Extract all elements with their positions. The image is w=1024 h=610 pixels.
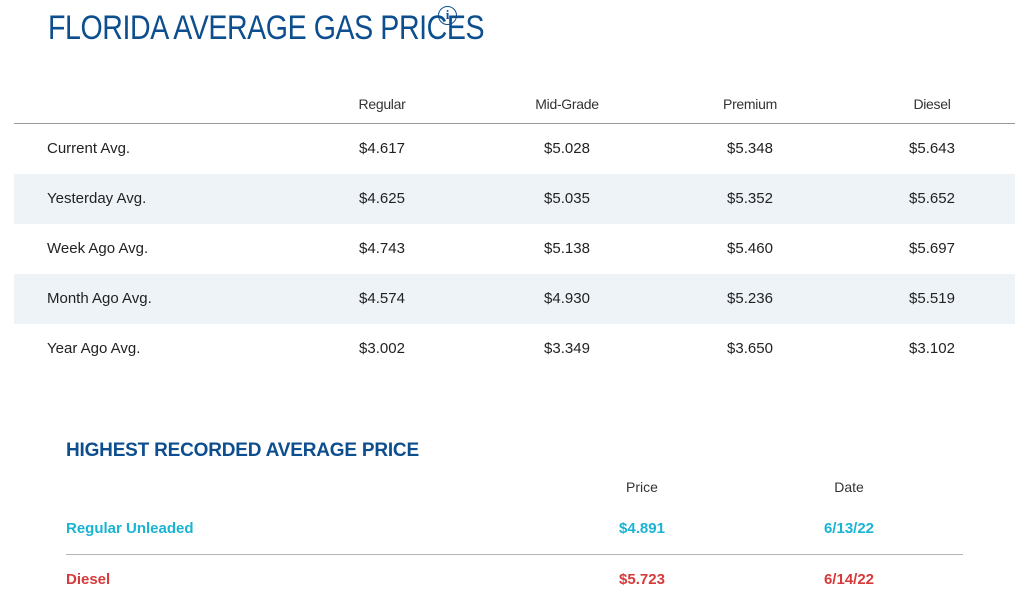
table-row: Yesterday Avg. $4.625 $5.035 $5.352 $5.6… [14,174,1015,224]
row-label: Year Ago Avg. [47,340,141,357]
page-title: FLORIDA AVERAGE GAS PRICES [48,9,485,47]
price-premium: $5.348 [727,140,773,157]
table-row: Current Avg. $4.617 $5.028 $5.348 $5.643 [14,124,1015,174]
table-header: Regular Mid-Grade Premium Diesel [14,84,1015,124]
column-header-premium: Premium [723,96,777,112]
average-prices-table: Regular Mid-Grade Premium Diesel Current… [14,84,1015,374]
price-mid-grade: $5.138 [544,240,590,257]
row-label: Week Ago Avg. [47,240,149,257]
fuel-label-diesel: Diesel [66,571,111,588]
price-mid-grade: $4.930 [544,290,590,307]
column-header-regular: Regular [358,96,406,112]
table-header: Price Date [66,470,963,504]
highest-recorded-title: HIGHEST RECORDED AVERAGE PRICE [66,440,419,461]
price-regular: $3.002 [359,340,405,357]
price-diesel: $5.519 [909,290,955,307]
table-row: Year Ago Avg. $3.002 $3.349 $3.650 $3.10… [14,324,1015,374]
price-diesel: $5.643 [909,140,955,157]
column-header-price: Price [626,479,658,495]
table-row: Regular Unleaded $4.891 6/13/22 [66,504,963,555]
fuel-label-regular-unleaded: Regular Unleaded [66,520,194,537]
record-date: 6/13/22 [823,520,875,537]
table-row: Week Ago Avg. $4.743 $5.138 $5.460 $5.69… [14,224,1015,274]
record-price: $4.891 [619,520,665,537]
record-date: 6/14/22 [823,571,875,588]
price-diesel: $5.697 [909,240,955,257]
price-regular: $4.743 [359,240,405,257]
table-row: Diesel $5.723 6/14/22 [66,555,963,605]
price-regular: $4.574 [359,290,405,307]
price-diesel: $5.652 [909,190,955,207]
record-price: $5.723 [619,571,665,588]
price-regular: $4.625 [359,190,405,207]
highest-recorded-table: Price Date Regular Unleaded $4.891 6/13/… [66,470,963,605]
column-header-mid-grade: Mid-Grade [535,96,599,112]
price-premium: $5.236 [727,290,773,307]
price-mid-grade: $5.028 [544,140,590,157]
price-mid-grade: $5.035 [544,190,590,207]
table-row: Month Ago Avg. $4.574 $4.930 $5.236 $5.5… [14,274,1015,324]
price-regular: $4.617 [359,140,405,157]
price-mid-grade: $3.349 [544,340,590,357]
info-icon[interactable]: i [438,6,457,25]
price-premium: $5.460 [727,240,773,257]
row-label: Month Ago Avg. [47,290,152,307]
price-premium: $5.352 [727,190,773,207]
column-header-diesel: Diesel [913,96,951,112]
price-premium: $3.650 [727,340,773,357]
column-header-date: Date [834,479,864,495]
row-label: Yesterday Avg. [47,190,147,207]
price-diesel: $3.102 [909,340,955,357]
row-label: Current Avg. [47,140,131,157]
